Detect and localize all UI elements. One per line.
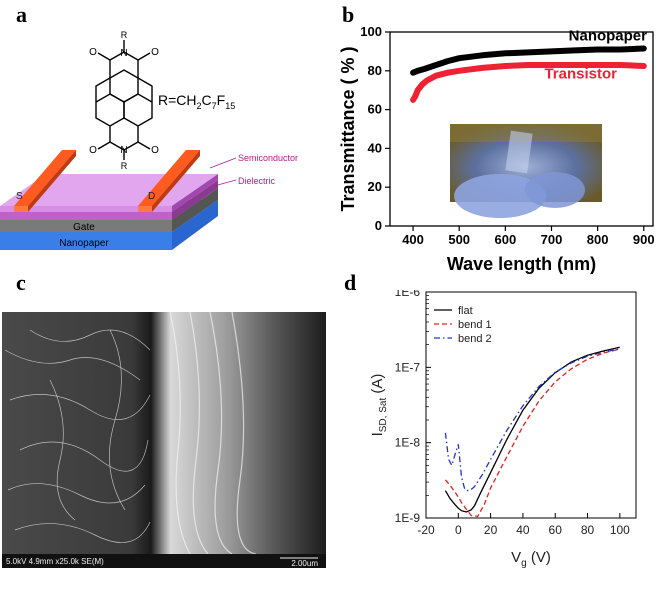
series-label-transistor: Transistor	[544, 66, 617, 83]
panel-d: d -20 0 20 40 60 80 100 1E-9 1E-8 1E-7 1E-6 Vg (V) I…	[330, 270, 661, 592]
source-electrode	[14, 150, 76, 206]
photo-inset	[450, 124, 602, 218]
series-label-nanopaper: Nanopaper	[569, 28, 648, 45]
sem-caption-left: 5.0kV 4.9mm x25.0k SE(M)	[6, 557, 104, 566]
series-line-transistor	[410, 62, 647, 103]
y-tick-label: 40	[368, 140, 382, 155]
series-line-flat	[444, 346, 620, 513]
panel-b: b 400 500 600 700 800 900 0 20 40 60 80 100 Wave len…	[330, 0, 661, 290]
sem-image: 5.0kV 4.9mm x25.0k SE(M) 2.00um	[2, 311, 326, 568]
sem-caption-right: 2.00um	[291, 559, 318, 568]
series-line-nanopaper	[410, 45, 647, 76]
source-label: S	[16, 191, 23, 202]
nanopaper-label: Nanopaper	[59, 238, 109, 249]
x-tick-label: 800	[587, 232, 609, 247]
y-tick-label: 1E-9	[395, 511, 421, 525]
panel-c: c	[0, 270, 330, 592]
y-tick-label: 1E-8	[395, 436, 421, 450]
x-tick-label: 40	[516, 523, 530, 537]
legend-label: bend 1	[458, 319, 492, 331]
semiconductor-layer	[0, 206, 172, 212]
molecule-n-top: N	[120, 48, 127, 59]
y-tick-label: 80	[368, 63, 382, 78]
x-tick-label: 20	[484, 523, 498, 537]
y-tick-label: 60	[368, 102, 382, 117]
gate-label: Gate	[73, 222, 95, 233]
y-axis-label: Transmittance ( % )	[338, 46, 358, 211]
series-line-bend-2	[444, 348, 620, 492]
drain-electrode	[138, 150, 200, 206]
x-tick-label: 700	[541, 232, 563, 247]
molecule-structure	[95, 40, 153, 160]
x-tick-label: 0	[455, 523, 462, 537]
x-axis-label: Wave length (nm)	[447, 254, 596, 274]
panel-letter-c: c	[16, 270, 26, 295]
plot-frame	[389, 31, 654, 227]
series-line-bend-1	[444, 348, 620, 518]
x-tick-label: 900	[633, 232, 655, 247]
x-tick-label: 400	[402, 232, 424, 247]
y-axis-label: ISD, Sat (A)	[369, 374, 389, 437]
legend-label: bend 2	[458, 333, 492, 345]
x-tick-label: 100	[610, 523, 630, 537]
molecule-o-1: O	[89, 47, 97, 58]
y-tick-label: 1E-6	[395, 290, 421, 299]
x-tick-label: 80	[581, 523, 595, 537]
y-tick-label: 100	[360, 24, 382, 39]
dielectric-label: Dielectric	[238, 176, 276, 186]
transfer-curve-chart: -20 0 20 40 60 80 100 1E-9 1E-8 1E-7 1E-6 Vg (V) ISD…	[369, 285, 637, 569]
plot-frame	[425, 291, 637, 519]
y-tick-label: 1E-7	[395, 360, 421, 374]
device-stack	[0, 150, 237, 250]
semiconductor-label: Semiconductor	[238, 153, 298, 163]
substituent-formula: R=CH2C7F15	[158, 92, 235, 111]
molecule-o-4: O	[151, 145, 159, 156]
molecule-o-2: O	[151, 47, 159, 58]
substrate-layer	[0, 232, 172, 250]
y-tick-label: 0	[375, 218, 382, 233]
legend-label: flat	[458, 305, 473, 317]
molecule-r-top: R	[121, 30, 128, 40]
dielectric-layer	[0, 212, 172, 220]
molecule-n-bottom: N	[120, 145, 127, 156]
x-tick-label: -20	[417, 523, 435, 537]
x-axis-label: Vg (V)	[511, 549, 551, 569]
gate-layer	[0, 220, 172, 232]
panel-a-figure: R R N N O O O O R=CH2C7F15	[0, 30, 298, 250]
panel-letter-a: a	[16, 2, 27, 27]
panel-letter-b: b	[342, 2, 355, 27]
molecule-o-3: O	[89, 145, 97, 156]
panel-letter-d: d	[344, 270, 357, 295]
x-tick-label: 60	[549, 523, 563, 537]
x-tick-label: 600	[494, 232, 516, 247]
panel-a: a R R	[0, 0, 330, 290]
transmittance-chart: 400 500 600 700 800 900 0 20 40 60 80 100 Wave lengt…	[338, 24, 655, 274]
drain-label: D	[148, 191, 155, 202]
molecule-r-bottom: R	[121, 161, 128, 171]
y-tick-label: 20	[368, 179, 382, 194]
x-tick-label: 500	[448, 232, 470, 247]
